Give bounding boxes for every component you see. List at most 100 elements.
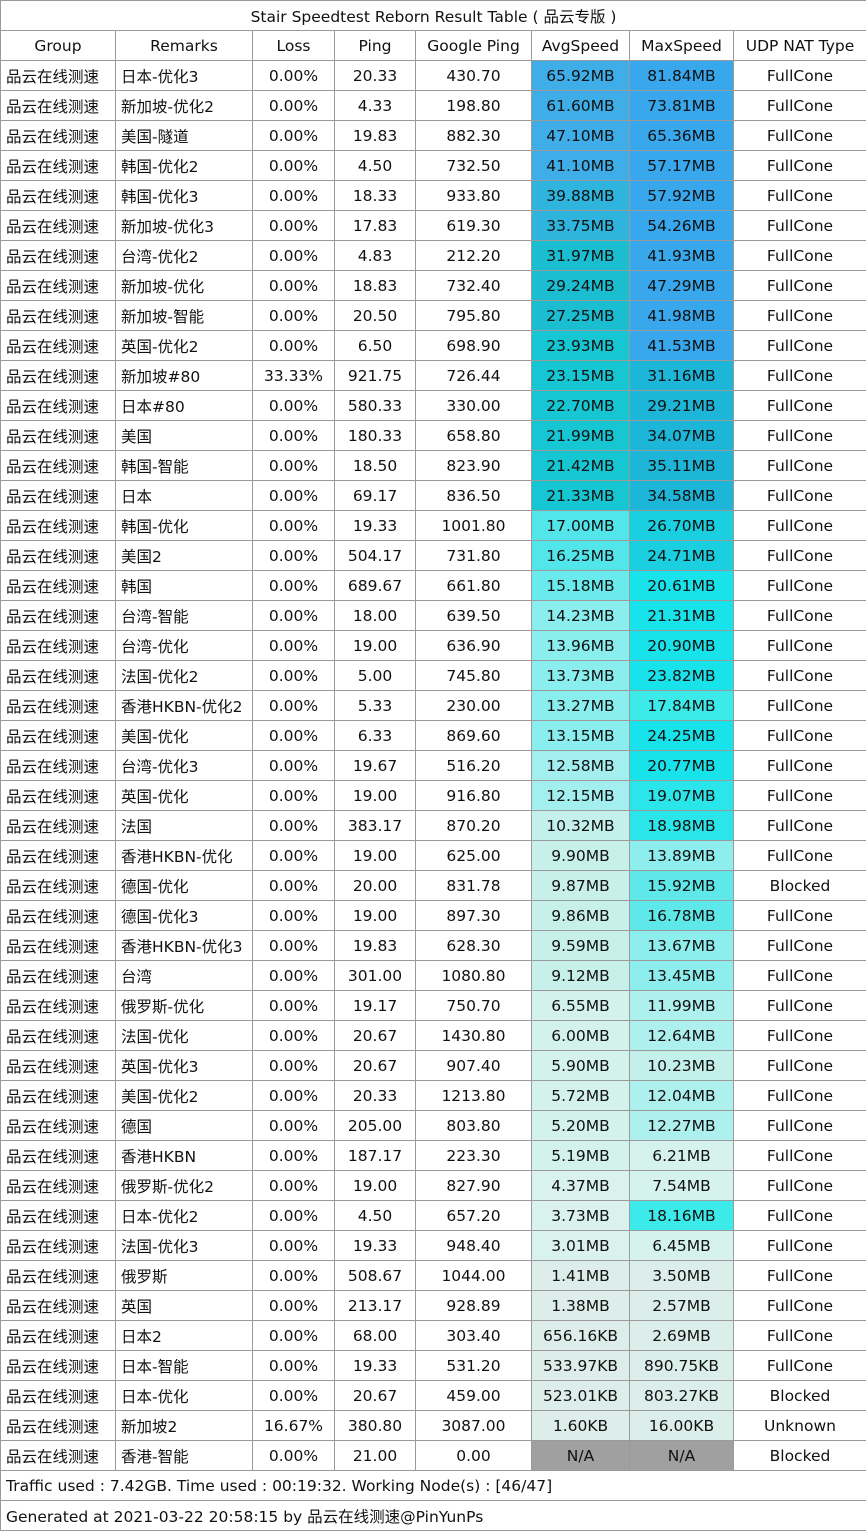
cell-group: 品云在线测速 <box>1 391 116 421</box>
cell-remarks: 法国-优化2 <box>116 661 253 691</box>
cell-group: 品云在线测速 <box>1 661 116 691</box>
cell-nat-type: FullCone <box>734 781 866 811</box>
cell-group: 品云在线测速 <box>1 151 116 181</box>
cell-group: 品云在线测速 <box>1 1171 116 1201</box>
cell-max-speed: 34.07MB <box>630 421 734 451</box>
cell-google-ping: 1080.80 <box>416 961 532 991</box>
cell-ping: 6.50 <box>335 331 416 361</box>
cell-max-speed: 41.93MB <box>630 241 734 271</box>
cell-avg-speed: 9.12MB <box>532 961 630 991</box>
cell-remarks: 新加坡#80 <box>116 361 253 391</box>
cell-avg-speed: 23.15MB <box>532 361 630 391</box>
header-ping: Ping <box>335 31 416 61</box>
cell-nat-type: FullCone <box>734 751 866 781</box>
cell-avg-speed: 656.16KB <box>532 1321 630 1351</box>
cell-loss: 0.00% <box>253 1141 335 1171</box>
cell-max-speed: 2.69MB <box>630 1321 734 1351</box>
cell-group: 品云在线测速 <box>1 841 116 871</box>
cell-nat-type: FullCone <box>734 1141 866 1171</box>
cell-ping: 19.33 <box>335 511 416 541</box>
cell-max-speed: 2.57MB <box>630 1291 734 1321</box>
cell-ping: 187.17 <box>335 1141 416 1171</box>
cell-google-ping: 303.40 <box>416 1321 532 1351</box>
cell-ping: 18.00 <box>335 601 416 631</box>
cell-loss: 0.00% <box>253 451 335 481</box>
cell-loss: 0.00% <box>253 931 335 961</box>
cell-google-ping: 732.50 <box>416 151 532 181</box>
cell-google-ping: 745.80 <box>416 661 532 691</box>
cell-ping: 20.67 <box>335 1381 416 1411</box>
cell-group: 品云在线测速 <box>1 121 116 151</box>
cell-group: 品云在线测速 <box>1 91 116 121</box>
cell-group: 品云在线测速 <box>1 931 116 961</box>
cell-remarks: 韩国-优化 <box>116 511 253 541</box>
cell-ping: 19.33 <box>335 1231 416 1261</box>
cell-avg-speed: 21.99MB <box>532 421 630 451</box>
cell-max-speed: 54.26MB <box>630 211 734 241</box>
cell-nat-type: FullCone <box>734 541 866 571</box>
cell-google-ping: 212.20 <box>416 241 532 271</box>
cell-ping: 19.67 <box>335 751 416 781</box>
cell-loss: 0.00% <box>253 1291 335 1321</box>
cell-loss: 0.00% <box>253 301 335 331</box>
header-max-speed: MaxSpeed <box>630 31 734 61</box>
cell-max-speed: 41.53MB <box>630 331 734 361</box>
cell-ping: 19.00 <box>335 841 416 871</box>
cell-group: 品云在线测速 <box>1 811 116 841</box>
cell-nat-type: FullCone <box>734 991 866 1021</box>
cell-group: 品云在线测速 <box>1 541 116 571</box>
cell-remarks: 香港HKBN-优化3 <box>116 931 253 961</box>
cell-nat-type: FullCone <box>734 121 866 151</box>
cell-google-ping: 897.30 <box>416 901 532 931</box>
cell-avg-speed: 9.87MB <box>532 871 630 901</box>
cell-ping: 19.83 <box>335 931 416 961</box>
cell-nat-type: FullCone <box>734 691 866 721</box>
cell-group: 品云在线测速 <box>1 1201 116 1231</box>
cell-ping: 20.67 <box>335 1021 416 1051</box>
cell-remarks: 日本-智能 <box>116 1351 253 1381</box>
cell-nat-type: FullCone <box>734 151 866 181</box>
cell-avg-speed: 33.75MB <box>532 211 630 241</box>
cell-group: 品云在线测速 <box>1 1021 116 1051</box>
cell-google-ping: 726.44 <box>416 361 532 391</box>
cell-remarks: 俄罗斯-优化2 <box>116 1171 253 1201</box>
cell-nat-type: FullCone <box>734 571 866 601</box>
cell-max-speed: 6.21MB <box>630 1141 734 1171</box>
cell-nat-type: FullCone <box>734 1081 866 1111</box>
header-group: Group <box>1 31 116 61</box>
cell-google-ping: 657.20 <box>416 1201 532 1231</box>
cell-remarks: 英国-优化 <box>116 781 253 811</box>
cell-max-speed: 890.75KB <box>630 1351 734 1381</box>
cell-ping: 921.75 <box>335 361 416 391</box>
cell-avg-speed: 13.27MB <box>532 691 630 721</box>
cell-max-speed: 20.77MB <box>630 751 734 781</box>
cell-group: 品云在线测速 <box>1 1351 116 1381</box>
cell-max-speed: 11.99MB <box>630 991 734 1021</box>
cell-avg-speed: 17.00MB <box>532 511 630 541</box>
cell-google-ping: 803.80 <box>416 1111 532 1141</box>
cell-group: 品云在线测速 <box>1 631 116 661</box>
cell-avg-speed: 13.96MB <box>532 631 630 661</box>
cell-google-ping: 916.80 <box>416 781 532 811</box>
cell-google-ping: 836.50 <box>416 481 532 511</box>
cell-group: 品云在线测速 <box>1 1111 116 1141</box>
cell-google-ping: 907.40 <box>416 1051 532 1081</box>
cell-max-speed: 24.25MB <box>630 721 734 751</box>
cell-google-ping: 933.80 <box>416 181 532 211</box>
cell-group: 品云在线测速 <box>1 961 116 991</box>
cell-max-speed: 81.84MB <box>630 61 734 91</box>
cell-nat-type: FullCone <box>734 961 866 991</box>
cell-group: 品云在线测速 <box>1 871 116 901</box>
